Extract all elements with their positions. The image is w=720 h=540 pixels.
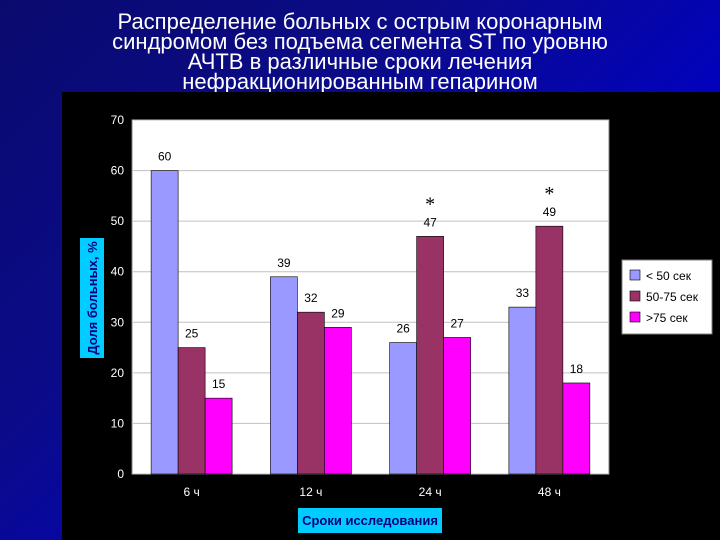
data-label: 60: [158, 150, 172, 164]
data-label: 27: [450, 316, 464, 330]
title-line: АЧТВ в различные сроки лечения: [187, 49, 533, 74]
title-line: Распределение больных с острым коронарны…: [117, 12, 603, 34]
bar: [562, 382, 591, 475]
y-tick-label: 10: [111, 416, 125, 430]
title-line: синдромом без подъема сегмента ST по уро…: [112, 29, 608, 54]
x-tick-label: 6 ч: [183, 485, 199, 499]
bar: [416, 236, 444, 475]
bar: [297, 311, 325, 475]
data-label: 18: [570, 362, 584, 376]
bar: [177, 347, 206, 475]
x-tick-label: 12 ч: [299, 485, 322, 499]
bar: [150, 170, 179, 475]
significance-annotation: *: [425, 193, 435, 215]
data-label: 32: [304, 291, 318, 305]
bar: [270, 276, 298, 475]
bar: [204, 397, 233, 475]
chart-panel: 60 25 15 39 32 29 26 47 * 27 33 49 * 18 0 10 20 30 40 50 60…: [62, 92, 720, 540]
y-axis-title-box: [80, 238, 104, 358]
data-label: 25: [185, 327, 199, 341]
x-axis-title: Сроки исследования: [302, 513, 438, 528]
y-tick-label: 0: [117, 467, 124, 481]
legend-swatch: [629, 290, 641, 302]
y-tick-label: 50: [111, 214, 125, 228]
data-label: 15: [212, 377, 226, 391]
bar: [508, 306, 537, 475]
y-tick-label: 40: [111, 265, 125, 279]
legend-swatch: [629, 311, 641, 323]
data-label: 29: [331, 306, 345, 320]
title-line: нефракционированным гепарином: [182, 69, 538, 93]
x-tick-label: 48 ч: [538, 485, 561, 499]
bar: [389, 342, 417, 475]
bar: [324, 327, 352, 475]
significance-annotation: *: [544, 183, 554, 205]
bar: [535, 225, 564, 475]
data-label: 39: [277, 256, 291, 270]
legend-label: 50-75 сек: [646, 290, 699, 304]
data-label: 33: [516, 286, 530, 300]
slide-title: Распределение больных с острым коронарны…: [60, 12, 660, 92]
x-axis-title-box: [298, 508, 442, 533]
y-axis-title: Доля больных, %: [85, 241, 100, 355]
data-label: 47: [423, 215, 437, 229]
bar: [443, 337, 471, 475]
data-label: 49: [543, 205, 557, 219]
y-tick-label: 70: [111, 113, 125, 127]
y-tick-label: 60: [111, 164, 125, 178]
data-label: 26: [396, 322, 410, 336]
y-tick-label: 30: [111, 315, 125, 329]
legend-swatch: [629, 269, 641, 281]
x-tick-label: 24 ч: [419, 485, 442, 499]
legend-label: < 50 сек: [646, 269, 692, 283]
y-tick-label: 20: [111, 366, 125, 380]
legend-label: >75 сек: [646, 311, 688, 325]
